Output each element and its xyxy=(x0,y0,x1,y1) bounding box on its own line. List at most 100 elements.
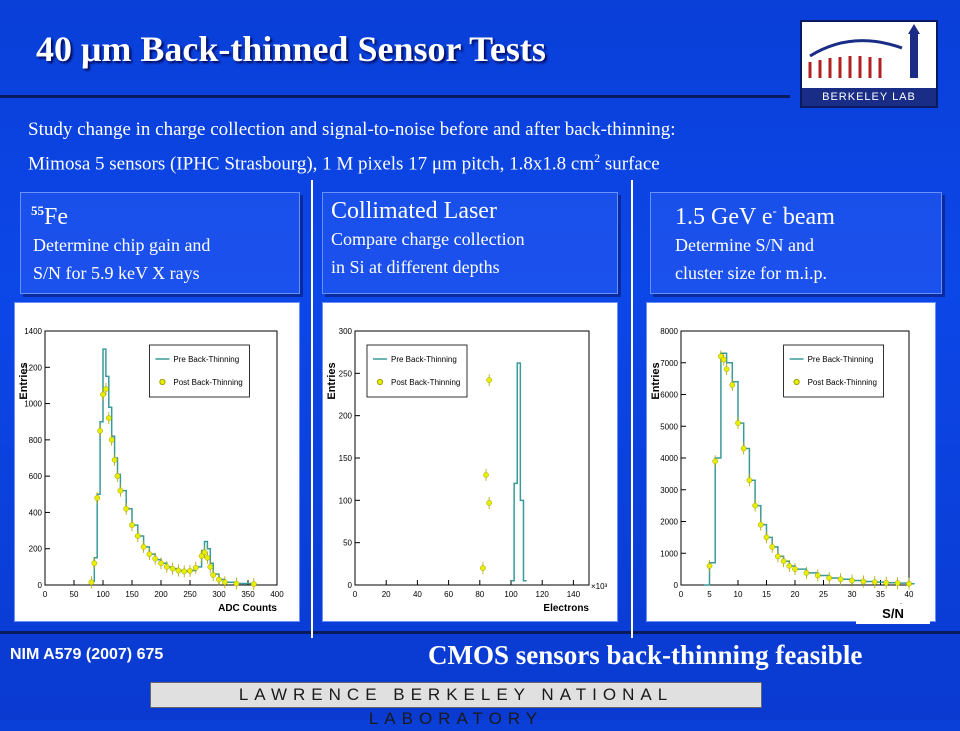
panel-beam-tail: beam xyxy=(776,204,835,230)
legend-pre-label: Pre Back-Thinning xyxy=(173,355,239,364)
panel-laser-title: Collimated Laser xyxy=(331,198,497,224)
data-point-post-back-thinning xyxy=(105,415,112,421)
data-point-post-back-thinning xyxy=(483,472,489,478)
x-tick-label: 100 xyxy=(504,590,518,599)
data-point-post-back-thinning xyxy=(192,564,199,571)
panel-laser-desc1: Compare charge collection xyxy=(331,229,525,249)
x-tick-label: 35 xyxy=(876,590,885,599)
chart-fe55: 0 50 100 150 200 250 300 350 400 0 200 400 600 800 100… xyxy=(18,327,284,614)
data-point-post-back-thinning xyxy=(123,505,130,512)
intro-text: Study change in charge collection and si… xyxy=(28,116,948,178)
legend-post-label: Post Back-Thinning xyxy=(391,378,460,387)
y-tick-label: 7000 xyxy=(660,359,678,368)
data-point-post-back-thinning xyxy=(720,356,727,363)
data-point-post-back-thinning xyxy=(163,564,170,570)
legend-post-label: Post Back-Thinning xyxy=(173,378,242,387)
data-point-post-back-thinning xyxy=(860,578,867,585)
y-tick-label: 8000 xyxy=(660,327,678,336)
series-pre-back-thinning-line xyxy=(91,348,257,585)
data-point-post-back-thinning xyxy=(134,533,141,539)
data-point-post-back-thinning xyxy=(757,521,764,528)
legend-pre-label: Pre Back-Thinning xyxy=(808,355,874,364)
y-tick-label: 0 xyxy=(674,581,679,590)
chart-beam: 0 5 10 15 20 25 30 35 40 0 1000 2000 3000 4000 5000 600… xyxy=(650,327,915,614)
slide-title: 40 μm Back-thinned Sensor Tests xyxy=(36,29,546,69)
plot-frame-laser: 0 20 40 60 80 100 120 140 0 50 100 150 200 250 300 Elec… xyxy=(322,302,618,622)
data-point-post-back-thinning xyxy=(100,391,106,398)
x-tick-label: 150 xyxy=(125,590,139,599)
footer-reference: NIM A579 (2007) 675 xyxy=(10,646,164,663)
data-point-post-back-thinning xyxy=(103,386,109,392)
panel-beam-sup: - xyxy=(772,203,777,218)
data-point-post-back-thinning xyxy=(210,572,217,578)
x-tick-label: 200 xyxy=(154,590,168,599)
y-tick-label: 2000 xyxy=(660,518,678,527)
series-pre-back-thinning-line xyxy=(511,362,527,582)
data-point-post-back-thinning xyxy=(114,473,121,479)
x-tick-label: 40 xyxy=(905,590,914,599)
data-point-post-back-thinning xyxy=(746,477,753,484)
y-tick-label: 250 xyxy=(339,369,353,378)
column-divider-2 xyxy=(631,180,633,638)
intro-line-2: Mimosa 5 sensors (IPHC Strasbourg), 1 M … xyxy=(28,144,948,178)
y-tick-label: 5000 xyxy=(660,422,678,431)
panel-beam-title: 1.5 GeV e xyxy=(675,204,773,230)
x-tick-label: 140 xyxy=(567,590,581,599)
y-tick-label: 600 xyxy=(29,472,43,481)
panel-laser: Collimated Laser Compare charge collecti… xyxy=(322,192,618,294)
intro-line-1: Study change in charge collection and si… xyxy=(28,119,676,140)
data-point-post-back-thinning xyxy=(187,567,193,574)
data-point-post-back-thinning xyxy=(706,563,713,569)
data-point-post-back-thinning xyxy=(814,572,821,579)
data-point-post-back-thinning xyxy=(837,576,844,583)
y-tick-label: 1200 xyxy=(24,363,42,372)
x-tick-label: 20 xyxy=(791,590,800,599)
panel-laser-desc2: in Si at different depths xyxy=(331,257,500,277)
y-tick-label: 1400 xyxy=(24,327,42,336)
intro-line-2-tail: surface xyxy=(600,153,660,175)
data-point-post-back-thinning xyxy=(729,382,736,388)
legend-box xyxy=(148,344,250,398)
footer-conclusion: CMOS sensors back-thinning feasible xyxy=(428,640,863,670)
x-tick-label: 10 xyxy=(734,590,743,599)
y-tick-label: 400 xyxy=(29,508,43,517)
panel-fe55-sup: 55 xyxy=(31,203,44,218)
legend-post-swatch xyxy=(159,378,166,386)
data-point-post-back-thinning xyxy=(740,445,747,452)
top-rule xyxy=(0,95,790,98)
panel-fe55-head: 55Fe xyxy=(21,193,299,231)
y-tick-label: 1000 xyxy=(660,549,678,558)
data-point-post-back-thinning xyxy=(146,551,153,558)
data-point-post-back-thinning xyxy=(894,580,901,586)
chart-laser: 0 20 40 60 80 100 120 140 0 50 100 150 200 250 300 Elec… xyxy=(326,327,608,614)
data-point-post-back-thinning xyxy=(158,560,164,567)
sn-axis-label: S/N xyxy=(856,604,930,624)
data-point-post-back-thinning xyxy=(108,437,115,443)
panel-fe55-desc1: Determine chip gain and xyxy=(33,235,211,255)
intro-line-2-text: Mimosa 5 sensors (IPHC Strasbourg), 1 M … xyxy=(28,153,595,175)
x-tick-label: 5 xyxy=(707,590,712,599)
data-point-post-back-thinning xyxy=(775,553,781,560)
x-tick-label: 60 xyxy=(444,590,453,599)
x-tick-label: 80 xyxy=(475,590,484,599)
data-point-post-back-thinning xyxy=(152,555,159,562)
y-tick-label: 50 xyxy=(343,539,352,548)
y-tick-label: 150 xyxy=(339,454,353,463)
data-point-post-back-thinning xyxy=(763,534,770,541)
intro-line-2-sup: 2 xyxy=(594,151,601,165)
panel-fe55-desc2: S/N for 5.9 keV X rays xyxy=(33,263,200,283)
x-multiplier-label: ×10³ xyxy=(591,582,608,591)
x-tick-label: 120 xyxy=(536,590,550,599)
x-tick-label: 0 xyxy=(679,590,684,599)
data-point-post-back-thinning xyxy=(486,377,493,383)
panel-beam-desc2: cluster size for m.i.p. xyxy=(675,263,827,283)
bottom-rule xyxy=(0,631,960,634)
data-point-post-back-thinning xyxy=(88,579,95,586)
lab-name-bar: LAWRENCE BERKELEY NATIONAL LABORATORY xyxy=(150,682,762,728)
data-point-post-back-thinning xyxy=(712,458,719,465)
data-point-post-back-thinning xyxy=(140,544,147,550)
data-point-post-back-thinning xyxy=(826,575,833,581)
panel-beam-head: 1.5 GeV e- beam xyxy=(651,193,941,231)
y-tick-label: 300 xyxy=(339,327,353,336)
x-axis-label: ADC Counts xyxy=(218,603,277,614)
